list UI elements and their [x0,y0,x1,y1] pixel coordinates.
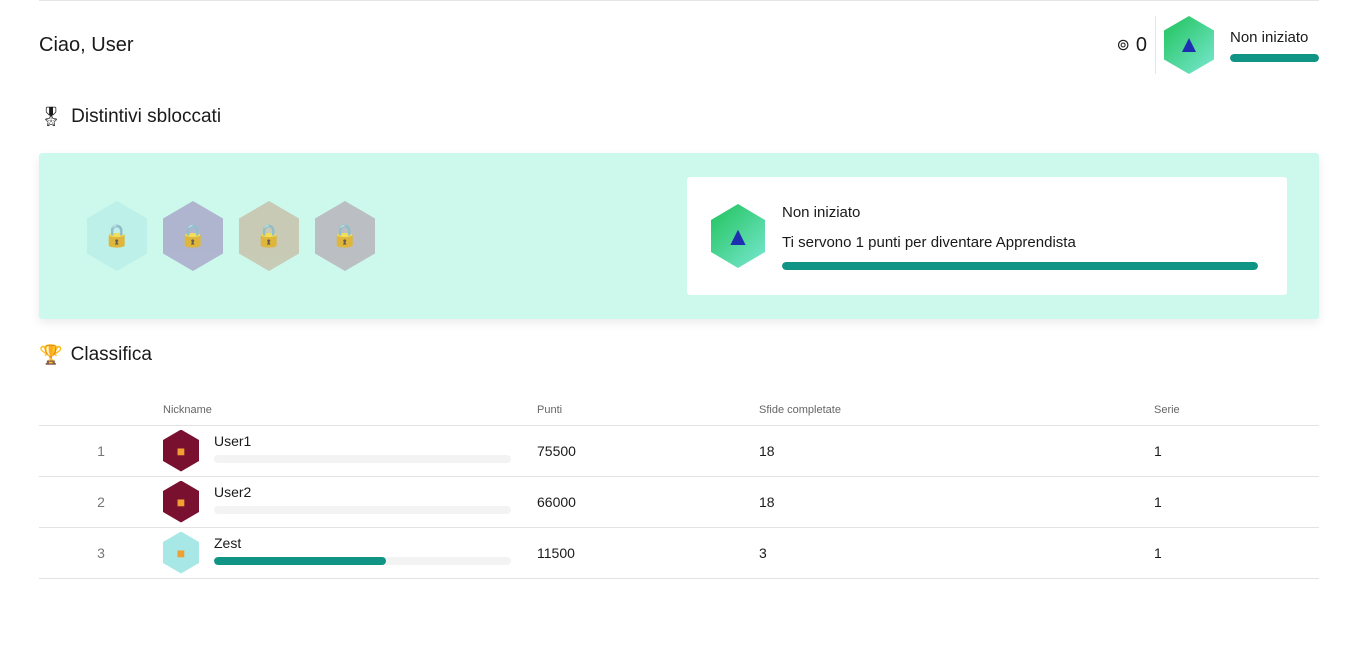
card-message: Ti servono 1 punti per diventare Apprend… [782,234,1076,251]
coins-counter: ⊚ 0 [1116,16,1156,74]
rank: 2 [39,476,163,528]
coins-value: 0 [1135,33,1147,56]
user-progress-bar [214,556,511,565]
top-divider [39,0,1319,1]
col-challenges: Sfide completate [759,395,1154,426]
level-avatar-icon: ▲ [1164,16,1214,74]
rank: 3 [39,527,163,579]
challenges: 3 [759,527,1154,579]
user-progress-bar [214,454,511,463]
wizard-hat-icon: ▲ [711,204,765,268]
leaderboard-title: 🏆 Classifica [39,344,152,366]
lock-icon: 🔒 [255,223,283,248]
nickname: User1 [214,432,252,449]
table-row: 3 ■ Zest 11500 3 1 [39,527,1319,579]
locked-badge: 🔒 [87,201,147,271]
lock-icon: 🔒 [331,223,359,248]
level-card: ▲ Non iniziato Ti servono 1 punti per di… [687,177,1287,295]
leaderboard-table: Nickname Punti Sfide completate Serie 1 … [39,395,1319,579]
trophy-icon: 🏆 [39,345,63,366]
challenges: 18 [759,476,1154,528]
nickname: User2 [214,483,252,500]
level-progress-bar [1230,53,1319,62]
points: 66000 [537,476,759,528]
badges-panel: 🔒 🔒 🔒 🔒 ▲ Non iniziato Ti servono 1 punti p… [39,153,1319,319]
streak: 1 [1154,527,1319,579]
points: 75500 [537,425,759,477]
user-progress-bar [214,505,511,514]
greeting: Ciao, User [39,34,134,56]
user-avatar-icon: ■ [163,429,199,472]
challenges: 18 [759,425,1154,477]
points: 11500 [537,527,759,579]
badges-section-title: 🎖 Distintivi sbloccati [39,106,222,128]
col-streak: Serie [1154,395,1319,426]
card-progress-bar [782,262,1258,270]
card-level: Non iniziato [782,204,861,221]
lock-icon: 🔒 [103,223,131,248]
rank: 1 [39,425,163,477]
level-label: Non iniziato [1230,28,1309,46]
locked-badge: 🔒 [163,201,223,271]
streak: 1 [1154,425,1319,477]
table-row: 2 ■ User2 66000 18 1 [39,476,1319,528]
coins-icon: ⊚ [1116,37,1130,54]
streak: 1 [1154,476,1319,528]
nickname: Zest [214,534,242,551]
col-nickname: Nickname [163,395,537,426]
table-row: 1 ■ User1 75500 18 1 [39,425,1319,477]
col-points: Punti [537,395,759,426]
locked-badge: 🔒 [239,201,299,271]
locked-badge: 🔒 [315,201,375,271]
lock-icon: 🔒 [179,223,207,248]
medal-icon: 🎖 [39,107,64,128]
user-status: ⊚ 0 ▲ Non iniziato [1116,16,1319,74]
user-avatar-icon: ■ [163,531,199,574]
user-avatar-icon: ■ [163,480,199,523]
